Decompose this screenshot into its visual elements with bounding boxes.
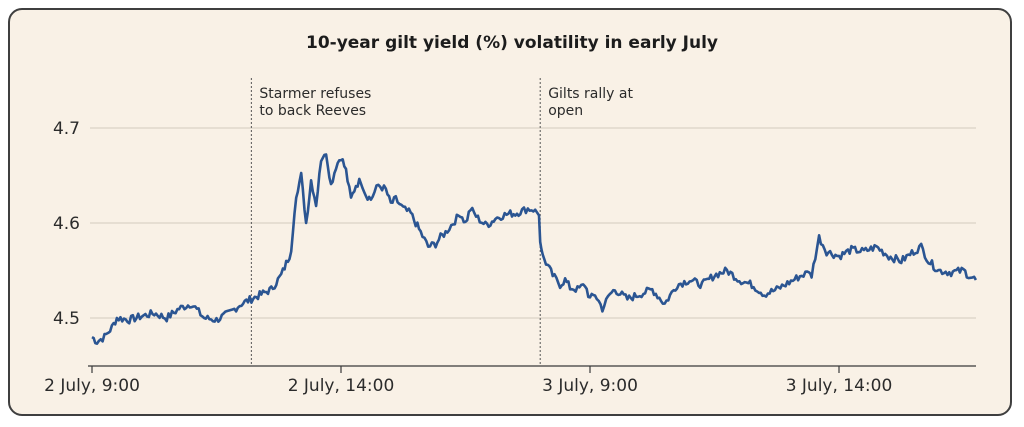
- annotation-text-1-0: Gilts rally at: [548, 86, 633, 102]
- x-tick-label-0: 2 July, 9:00: [44, 376, 140, 396]
- y-tick-label-2: 4.7: [53, 119, 80, 139]
- series-line-0: [91, 153, 978, 345]
- chart-title: 10-year gilt yield (%) volatility in ear…: [306, 33, 718, 53]
- y-tick-label-0: 4.5: [53, 309, 80, 329]
- series-line-layer: [91, 153, 978, 345]
- annotation-text-0-0: Starmer refuses: [259, 86, 371, 102]
- annotation-text-0-1: to back Reeves: [259, 103, 366, 119]
- y-axis-ticks: 4.5 4.6 4.7: [53, 119, 80, 329]
- y-tick-label-1: 4.6: [53, 214, 80, 234]
- annotation-text-1-1: open: [548, 103, 583, 119]
- x-tick-label-2: 3 July, 9:00: [542, 376, 638, 396]
- x-tick-label-1: 2 July, 14:00: [288, 376, 395, 396]
- x-tick-label-3: 3 July, 14:00: [786, 376, 893, 396]
- gridlines: [90, 127, 976, 319]
- x-axis: 2 July, 9:00 2 July, 14:00 3 July, 9:00 3 J…: [44, 365, 976, 396]
